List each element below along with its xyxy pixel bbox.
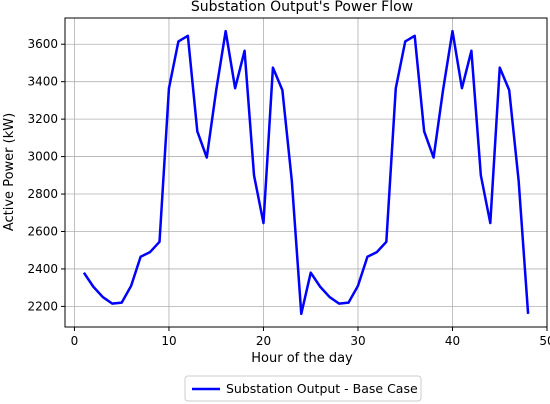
y-tick-label: 3400 xyxy=(27,75,58,89)
series-line xyxy=(82,29,530,316)
x-tick-label: 50 xyxy=(539,334,550,348)
y-axis-label: Active Power (kW) xyxy=(2,113,17,231)
x-tick-label: 30 xyxy=(350,334,365,348)
y-tick-label: 3200 xyxy=(27,112,58,126)
legend-box xyxy=(184,375,422,402)
grid-lines xyxy=(65,18,548,327)
x-tick-label: 20 xyxy=(256,334,271,348)
chart-title: Substation Output's Power Flow xyxy=(191,0,413,15)
y-tick-label: 2600 xyxy=(27,224,58,238)
legend-label: Substation Output - Base Case xyxy=(226,381,418,396)
x-axis-label: Hour of the day xyxy=(251,351,353,366)
y-tick-label: 3600 xyxy=(27,37,58,51)
x-tick-label: 0 xyxy=(71,334,79,348)
series-layer xyxy=(82,29,530,316)
y-tick-label: 3000 xyxy=(27,150,58,164)
legend: Substation Output - Base Case xyxy=(184,375,422,402)
x-tick-label: 40 xyxy=(445,334,460,348)
axis-ticks: 0 10 20 30 40 50 2200 2400 2600 2800 3000 3200 3400 3… xyxy=(27,37,550,348)
plot-frame xyxy=(64,17,548,328)
x-tick-label: 10 xyxy=(161,334,176,348)
y-tick-label: 2800 xyxy=(27,187,58,201)
y-tick-label: 2400 xyxy=(27,262,58,276)
y-tick-label: 2200 xyxy=(27,299,58,313)
